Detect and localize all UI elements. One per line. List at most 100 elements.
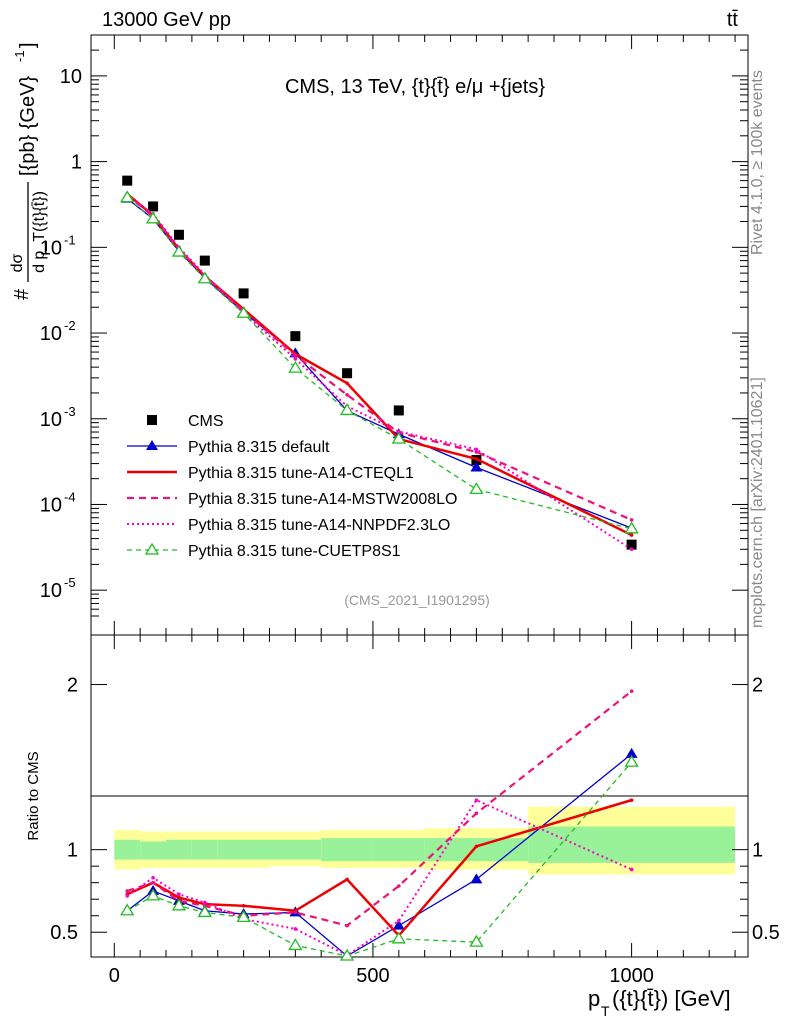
- main-ytick-label: 10: [40, 494, 62, 516]
- series-marker: [397, 429, 401, 434]
- main-ytick-exponent: -3: [64, 404, 76, 419]
- main-ytick-exponent: -4: [64, 489, 76, 504]
- series-marker: [125, 894, 130, 898]
- ratio-ytick-label: 1: [67, 840, 78, 862]
- ratio-ytick-label-right: 2: [752, 675, 763, 697]
- series-marker: [474, 450, 479, 454]
- series-marker: [397, 884, 401, 888]
- series-marker: [624, 521, 639, 534]
- uncertainty-band-green: [114, 839, 141, 860]
- ylabel-hash: #: [11, 288, 33, 300]
- uncertainty-band-green: [372, 838, 425, 862]
- legend-label-default: Pythia 8.315 default: [188, 439, 330, 456]
- series-marker: [125, 889, 130, 893]
- series-line: [126, 192, 633, 537]
- series-line: [126, 753, 633, 957]
- mcplots-label: mcplots.cern.ch [arXiv:2401.10621]: [749, 377, 766, 628]
- series-marker: [629, 533, 634, 537]
- legend-marker-cuetp8s1: [144, 542, 160, 555]
- series-marker: [293, 353, 298, 358]
- series-line: [126, 194, 633, 551]
- ratio-axes: 0.5 0.5 1 1 2 2 0 500 1000: [50, 635, 780, 987]
- ratio-series: [120, 689, 639, 961]
- ratio-ytick-label: 0.5: [50, 922, 78, 944]
- series-marker: [392, 919, 405, 930]
- ratio-ytick-label: 2: [67, 675, 78, 697]
- series-marker: [171, 898, 187, 911]
- xlabel-rest: ({t}{t̄}) [GeV]: [612, 986, 731, 1011]
- uncertainty-band-green: [321, 838, 373, 862]
- analysis-watermark: (CMS_2021_I1901295): [344, 592, 490, 608]
- series-line: [126, 197, 632, 530]
- legend-label-cms: CMS: [188, 413, 224, 430]
- uncertainty-band-green: [269, 839, 322, 860]
- series-marker: [236, 910, 251, 923]
- series-marker: [345, 393, 349, 397]
- series-marker: [236, 306, 251, 318]
- uncertainty-band-green: [528, 826, 736, 863]
- main-ytick-exponent: -5: [64, 575, 76, 590]
- ratio-ylabel: Ratio to CMS: [25, 751, 42, 840]
- chart-title: CMS, 13 TeV, {t}{t̄} e/μ +{jets}: [285, 76, 545, 98]
- cms-data-point: [626, 539, 637, 550]
- series-marker: [629, 518, 634, 522]
- series-marker: [391, 931, 406, 944]
- series-marker: [339, 948, 355, 961]
- main-ytick-label: 10: [40, 323, 62, 345]
- xtick-label: 0: [109, 965, 120, 987]
- series-marker: [288, 360, 303, 373]
- series-marker: [474, 811, 479, 816]
- series-marker: [625, 747, 638, 758]
- series-marker: [345, 381, 349, 385]
- ylabel-denominator: d p_T({t}{t̄}): [31, 191, 48, 273]
- series-marker: [391, 431, 406, 444]
- series-line: [126, 798, 633, 957]
- uncertainty-band-green: [166, 839, 192, 860]
- series-marker: [339, 403, 355, 416]
- process-label: tt̄: [727, 9, 739, 31]
- main-ytick-label: 1: [71, 152, 82, 174]
- xlabel: p T ({t}{t̄}) [GeV]: [588, 986, 731, 1019]
- ratio-ytick-label-right: 1: [752, 840, 763, 862]
- uncertainty-band-green: [424, 838, 529, 862]
- series-marker: [470, 873, 483, 884]
- series-marker: [145, 211, 161, 224]
- uncertainty-band-green: [140, 841, 167, 860]
- ylabel-units: [{pb} {GeV}: [17, 76, 39, 176]
- legend-label-cuetp8s1: Pythia 8.315 tune-CUETP8S1: [188, 543, 401, 560]
- legend: CMS Pythia 8.315 default Pythia 8.315 tu…: [127, 413, 457, 560]
- xlabel-p: p: [588, 986, 600, 1011]
- main-ytick-exponent: -2: [64, 318, 76, 333]
- series-marker: [120, 903, 135, 916]
- series-marker: [469, 482, 484, 495]
- series-marker: [345, 877, 349, 882]
- legend-marker-default: [146, 440, 158, 450]
- legend-label-mstw: Pythia 8.315 tune-A14-MSTW2008LO: [188, 491, 457, 508]
- legend-label-nnpdf: Pythia 8.315 tune-A14-NNPDF2.3LO: [188, 517, 450, 534]
- cms-data-point: [122, 175, 133, 186]
- xtick-label: 1000: [609, 965, 654, 987]
- series-marker: [177, 895, 181, 900]
- series-marker: [474, 844, 479, 849]
- ratio-ytick-label-right: 0.5: [752, 922, 780, 944]
- ylabel-close: ]: [17, 42, 39, 48]
- series-marker: [474, 457, 479, 461]
- cms-data-point: [148, 201, 159, 212]
- series-marker: [151, 875, 155, 880]
- series-line: [126, 761, 633, 957]
- series-marker: [293, 927, 298, 931]
- cms-data-point: [199, 255, 210, 266]
- legend-label-cteql1: Pythia 8.315 tune-A14-CTEQL1: [188, 465, 414, 482]
- main-series: [120, 175, 639, 552]
- series-marker: [629, 547, 634, 552]
- ylabel-exponent: -1: [12, 50, 27, 62]
- series-marker: [197, 271, 212, 284]
- series-marker: [470, 461, 483, 472]
- series-marker: [241, 904, 246, 908]
- series-marker: [629, 798, 634, 802]
- series-marker: [469, 934, 484, 947]
- series-marker: [203, 900, 207, 905]
- series-marker: [120, 190, 135, 203]
- series-marker: [293, 910, 298, 915]
